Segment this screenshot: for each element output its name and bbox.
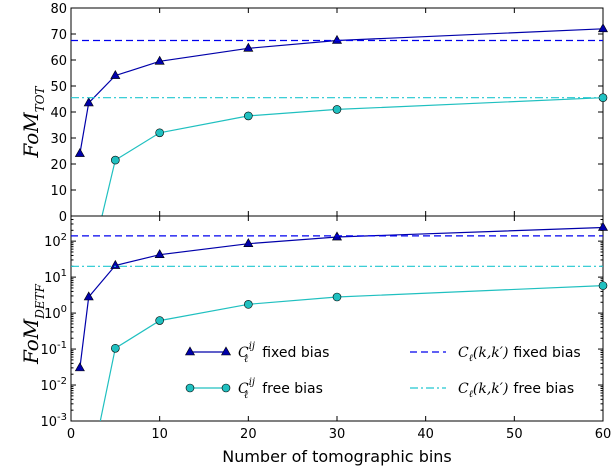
triangle-marker [110, 69, 121, 79]
legend: Cij ℓ fixed bias Cij ℓ free bias Cℓ(k,k′) fixed… [184, 341, 581, 401]
top-panel: 0 10 20 30 40 50 60 70 80 FoMTOT [19, 2, 609, 225]
y-tick-label: 101 [44, 268, 67, 286]
x-tick-label: 10 [151, 427, 168, 442]
legend-circle-marker [221, 383, 231, 393]
x-tick-label: 20 [240, 427, 257, 442]
x-tick-label: 0 [67, 427, 75, 442]
triangle-marker [154, 55, 165, 65]
circle-marker [155, 316, 164, 325]
top-ticks: 0 10 20 30 40 50 60 70 80 [50, 2, 604, 225]
legend-entry: Cij ℓ free bias [185, 377, 323, 401]
circle-marker [332, 105, 342, 114]
circle-marker [244, 300, 253, 309]
legend-entry: Cij ℓ fixed bias [184, 341, 329, 365]
circle-marker [155, 128, 164, 138]
y-tick-label: 30 [50, 132, 67, 147]
circle-marker [111, 155, 120, 165]
y-tick-label: 60 [50, 54, 67, 69]
y-tick-label: 10-1 [40, 340, 67, 358]
top-series [71, 23, 609, 216]
x-axis-title: Number of tomographic bins [222, 447, 452, 466]
bottom-panel: 0 10 20 30 40 50 60 10-3 10-2 10-1 100 101 102 FoMDE… [19, 215, 612, 466]
y-tick-label: 20 [50, 158, 67, 173]
triangle-marker [74, 362, 85, 372]
circle-marker [111, 343, 120, 353]
legend-entry: Cℓ(k,k′) free bias [410, 381, 574, 400]
triangle-marker [597, 23, 609, 33]
triangle-marker [243, 42, 254, 52]
y-tick-label: 40 [50, 106, 67, 121]
bottom-ticks: 0 10 20 30 40 50 60 10-3 10-2 10-1 100 101 102 [40, 215, 612, 442]
triangle-marker [74, 147, 85, 157]
legend-label: Cij ℓ fixed bias [238, 341, 329, 365]
x-tick-label: 60 [595, 427, 612, 442]
triangle-marker [597, 221, 609, 231]
x-tick-label: 30 [329, 427, 346, 442]
triangle-marker [83, 291, 94, 301]
bottom-y-label-main: FoM [19, 318, 43, 365]
triangle-marker [83, 97, 94, 107]
top-y-label-main: FoM [19, 112, 43, 159]
y-tick-label: 0 [59, 210, 67, 225]
legend-circle-marker [185, 383, 195, 393]
circle-marker [244, 111, 253, 121]
series-line-free-bias [101, 97, 603, 216]
legend-label: Cℓ(k,k′) free bias [458, 381, 574, 400]
triangle-marker [243, 238, 254, 247]
x-tick-label: 50 [506, 427, 523, 442]
triangle-marker [110, 259, 121, 269]
y-tick-label: 102 [44, 232, 67, 250]
y-tick-label: 10 [50, 184, 67, 199]
circle-marker [332, 292, 342, 302]
top-y-label-sub: TOT [33, 85, 47, 112]
legend-entry: Cℓ(k,k′) fixed bias [410, 345, 581, 364]
triangle-marker [154, 249, 165, 258]
x-tick-label: 40 [417, 427, 434, 442]
y-tick-label: 80 [50, 2, 67, 17]
y-tick-label: 10-2 [40, 376, 67, 394]
legend-label: Cℓ(k,k′) fixed bias [458, 345, 581, 364]
y-tick-label: 70 [50, 28, 67, 43]
y-tick-label: 10-3 [40, 412, 67, 430]
circle-marker [598, 281, 608, 290]
bottom-y-label-sub: DETF [33, 283, 47, 319]
series-line-free-bias [99, 285, 603, 421]
legend-triangle-marker [184, 346, 196, 356]
top-y-axis-label: FoMTOT [19, 85, 47, 158]
bottom-series [71, 221, 609, 421]
y-tick-label: 50 [50, 80, 67, 95]
legend-triangle-marker [220, 346, 232, 356]
bottom-y-axis-label: FoMDETF [19, 283, 47, 365]
y-tick-label: 100 [44, 304, 67, 322]
legend-label: Cij ℓ free bias [238, 377, 323, 401]
triangle-marker [331, 34, 343, 44]
